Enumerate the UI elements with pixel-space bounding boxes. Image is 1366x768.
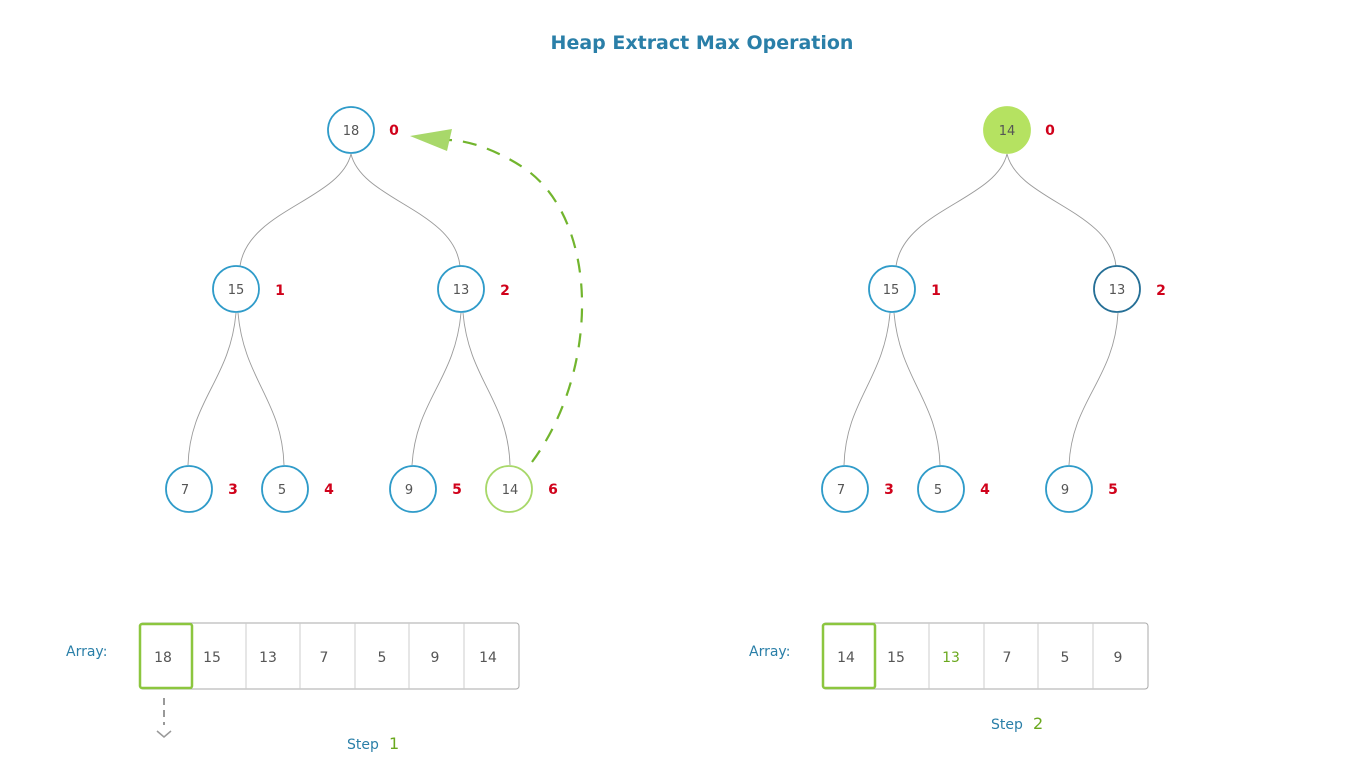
node-value: 15 (228, 283, 245, 298)
step-caption: Step 1 (347, 734, 399, 753)
array-box: 14 15 13 7 5 9 (821, 622, 1149, 690)
node-value: 5 (934, 483, 942, 498)
tree-node: 15 1 (868, 265, 941, 313)
array-cell: 14 (837, 650, 855, 666)
array-cell: 9 (1114, 650, 1123, 666)
tree-node: 15 1 (212, 265, 285, 313)
edge-2-5 (1068, 312, 1119, 466)
array-cell: 18 (154, 650, 172, 666)
edge-1-3 (843, 312, 891, 466)
node-value: 9 (405, 483, 413, 498)
panel-step-2: 14 0 15 1 13 2 7 3 5 4 9 5 Array: (749, 106, 1166, 733)
node-value: 7 (837, 483, 845, 498)
node-index: 0 (1045, 123, 1055, 139)
node-index: 6 (548, 482, 558, 498)
node-value: 9 (1061, 483, 1069, 498)
node-index: 0 (389, 123, 399, 139)
tree-node: 9 5 (389, 465, 462, 513)
tree-node: 13 2 (437, 265, 510, 313)
tree-edges-step-1 (187, 153, 511, 466)
node-index: 5 (452, 482, 462, 498)
tree-node: 5 4 (261, 465, 334, 513)
node-index: 2 (1156, 283, 1166, 299)
array-cell: 5 (1061, 650, 1070, 666)
edge-1-4 (237, 312, 285, 466)
tree-node: 7 3 (821, 465, 894, 513)
array-cell: 7 (1003, 650, 1012, 666)
array-cell: 5 (378, 650, 387, 666)
array-cell: 7 (320, 650, 329, 666)
edge-0-2 (350, 153, 461, 267)
node-value: 7 (181, 483, 189, 498)
step-number: 2 (1033, 714, 1043, 733)
move-arrow (447, 138, 584, 463)
remove-arrow-head (156, 730, 172, 738)
tree-node: 5 4 (917, 465, 990, 513)
node-value: 14 (502, 483, 519, 498)
panel-step-1: 18 0 15 1 13 2 7 3 5 4 9 5 (66, 106, 584, 753)
node-index: 3 (884, 482, 894, 498)
edge-1-3 (187, 312, 237, 466)
node-value: 13 (453, 283, 470, 298)
node-index: 4 (980, 482, 990, 498)
edge-2-6 (462, 312, 511, 466)
node-value: 18 (343, 124, 360, 139)
node-index: 2 (500, 283, 510, 299)
array-cell: 15 (887, 650, 905, 666)
tree-node: 18 0 (327, 106, 399, 154)
edge-2-5 (411, 312, 462, 466)
array-box: 18 15 13 7 5 9 14 (138, 622, 520, 690)
node-value: 5 (278, 483, 286, 498)
node-index: 4 (324, 482, 334, 498)
tree-node: 7 3 (165, 465, 238, 513)
diagram-title: Heap Extract Max Operation (550, 32, 854, 54)
node-value: 13 (1109, 283, 1126, 298)
tree-node-highlighted: 14 0 (983, 106, 1055, 154)
array-cell: 15 (203, 650, 221, 666)
array-cell-highlight (821, 622, 877, 690)
node-index: 5 (1108, 482, 1118, 498)
node-value: 15 (883, 283, 900, 298)
array-cell-highlight (138, 622, 194, 690)
step-label: Step (347, 737, 379, 753)
edge-0-1 (895, 153, 1008, 267)
step-number: 1 (389, 734, 399, 753)
tree-node-highlighted: 14 6 (485, 465, 558, 513)
move-arrowhead (410, 129, 452, 151)
edge-0-1 (239, 153, 352, 267)
edge-1-4 (893, 312, 941, 466)
array-label: Array: (749, 644, 790, 660)
tree-node: 13 2 (1093, 265, 1166, 313)
node-value: 14 (999, 124, 1016, 139)
array-label: Array: (66, 644, 107, 660)
node-index: 1 (931, 283, 941, 299)
tree-node: 9 5 (1045, 465, 1118, 513)
step-caption: Step 2 (991, 714, 1043, 733)
node-index: 3 (228, 482, 238, 498)
array-cell: 9 (431, 650, 440, 666)
step-label: Step (991, 717, 1023, 733)
edge-0-2 (1006, 153, 1117, 267)
node-index: 1 (275, 283, 285, 299)
array-cell: 13 (259, 650, 277, 666)
array-cell: 14 (479, 650, 497, 666)
array-cell-green: 13 (942, 650, 960, 666)
tree-edges-step-2 (843, 153, 1119, 466)
